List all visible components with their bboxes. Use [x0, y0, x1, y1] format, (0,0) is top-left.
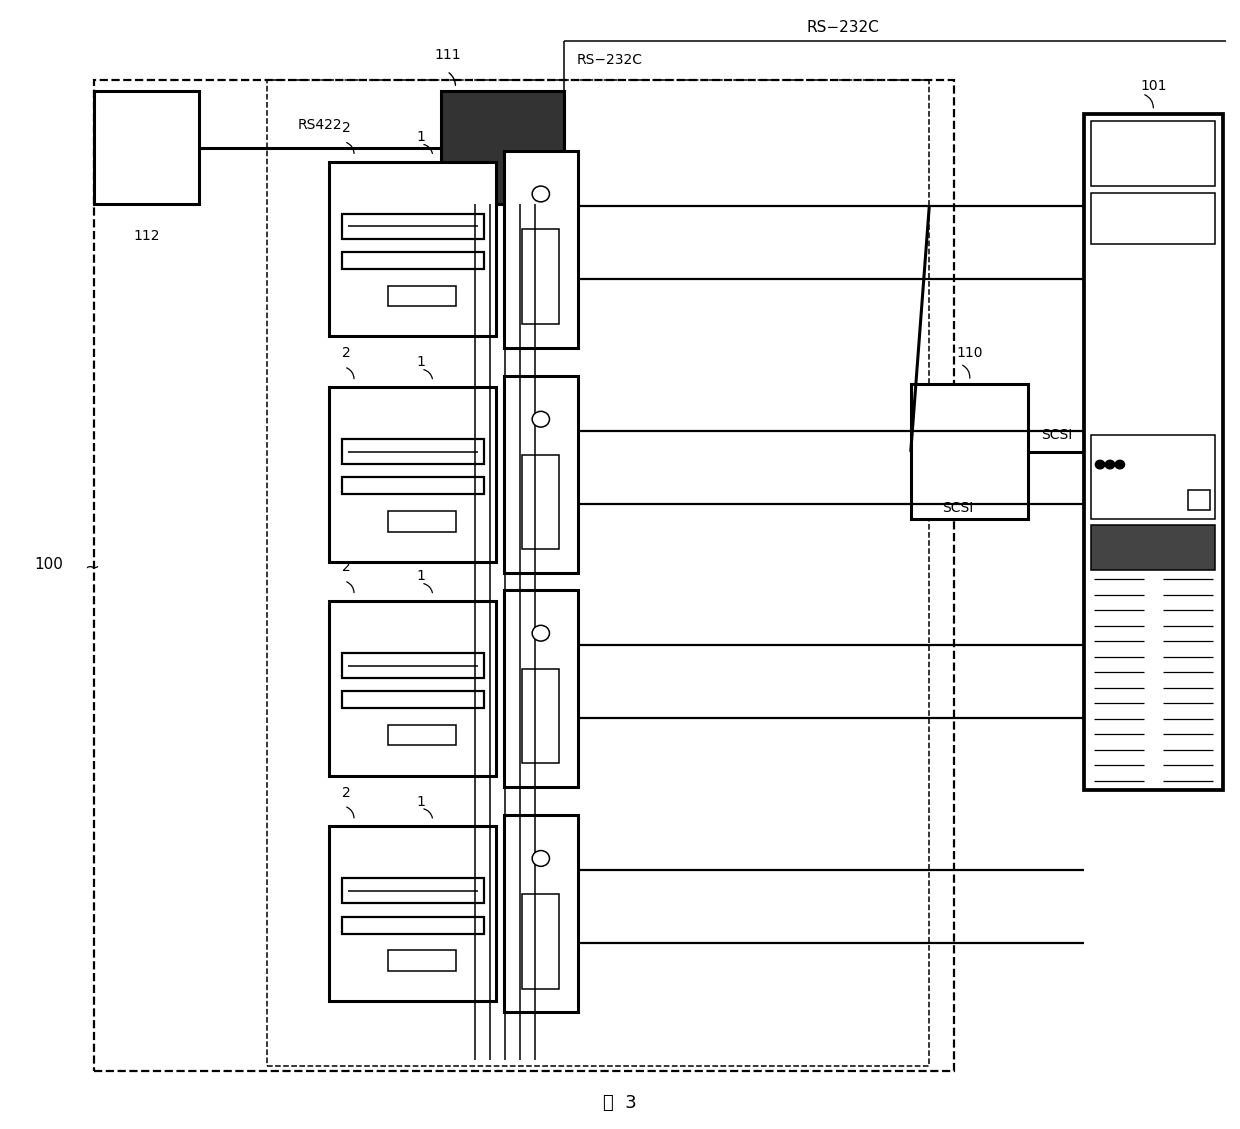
- Text: 1: 1: [417, 356, 425, 369]
- Bar: [342, 654, 484, 677]
- Circle shape: [532, 850, 549, 866]
- Circle shape: [532, 625, 549, 641]
- Bar: [342, 252, 484, 269]
- Text: SCSI: SCSI: [1040, 428, 1071, 441]
- Bar: [342, 691, 484, 708]
- Bar: [388, 286, 456, 306]
- Bar: [503, 376, 578, 572]
- Bar: [342, 439, 484, 464]
- Bar: [1091, 121, 1215, 186]
- Text: 111: 111: [434, 49, 461, 62]
- Circle shape: [1095, 461, 1105, 469]
- Text: 2: 2: [342, 347, 351, 360]
- Bar: [330, 601, 496, 776]
- Bar: [522, 455, 559, 550]
- Bar: [503, 589, 578, 787]
- Bar: [910, 384, 1028, 519]
- Bar: [522, 668, 559, 763]
- Bar: [342, 478, 484, 495]
- Bar: [522, 229, 559, 324]
- Bar: [94, 91, 200, 204]
- Bar: [503, 150, 578, 348]
- Text: SCSI: SCSI: [941, 501, 973, 515]
- Bar: [342, 917, 484, 934]
- Text: 110: 110: [956, 345, 983, 360]
- Text: RS−232C: RS−232C: [806, 20, 879, 35]
- Circle shape: [1115, 461, 1125, 469]
- Bar: [522, 894, 559, 989]
- Bar: [342, 213, 484, 238]
- Bar: [1084, 114, 1223, 790]
- Bar: [1091, 435, 1215, 519]
- Bar: [342, 878, 484, 903]
- Bar: [388, 511, 456, 532]
- Bar: [1188, 490, 1210, 510]
- Text: 100: 100: [35, 557, 63, 572]
- Bar: [330, 826, 496, 1001]
- Bar: [388, 951, 456, 971]
- Text: 1: 1: [417, 795, 425, 808]
- Bar: [503, 815, 578, 1013]
- Text: 1: 1: [417, 130, 425, 145]
- Bar: [268, 80, 929, 1066]
- Circle shape: [532, 186, 549, 202]
- Text: ~: ~: [84, 559, 99, 577]
- Bar: [94, 80, 954, 1071]
- Bar: [440, 91, 564, 204]
- Text: RS−232C: RS−232C: [577, 53, 642, 67]
- Text: 图  3: 图 3: [603, 1094, 637, 1112]
- Text: RS422: RS422: [298, 119, 342, 132]
- Text: 112: 112: [134, 229, 160, 243]
- Text: 2: 2: [342, 786, 351, 799]
- Bar: [1091, 193, 1215, 244]
- Text: 2: 2: [342, 560, 351, 575]
- Bar: [330, 387, 496, 562]
- Bar: [330, 161, 496, 336]
- Text: 101: 101: [1140, 79, 1167, 93]
- Circle shape: [1105, 461, 1115, 469]
- Text: 2: 2: [342, 121, 351, 135]
- Text: 1: 1: [417, 569, 425, 584]
- Circle shape: [532, 411, 549, 427]
- Bar: [1091, 525, 1215, 570]
- Bar: [388, 725, 456, 745]
